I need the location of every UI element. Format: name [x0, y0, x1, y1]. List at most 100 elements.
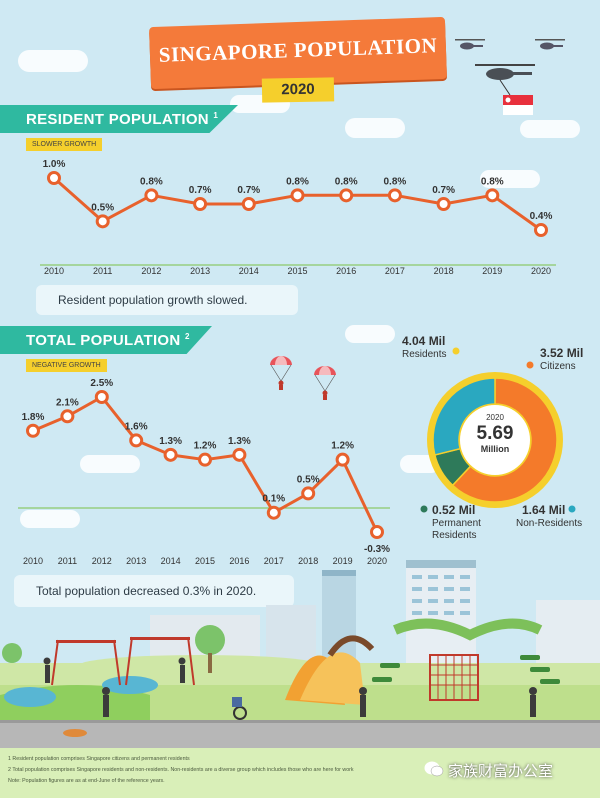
x-tick-label: 2012 [92, 556, 112, 566]
data-label: 1.2% [194, 441, 217, 452]
total-banner [0, 326, 212, 354]
permanent-residents-dot-icon [420, 505, 428, 513]
cloud [345, 118, 405, 138]
x-tick-label: 2019 [333, 556, 353, 566]
x-tick-label: 2013 [126, 556, 146, 566]
residents-dot-icon [452, 347, 460, 355]
footnote-2: 2 Total population comprises Singapore r… [8, 767, 354, 773]
total-heading: TOTAL POPULATION 2 [26, 332, 190, 349]
non-residents-slice [432, 377, 496, 456]
x-tick-label: 2011 [93, 266, 112, 276]
helicopter-flag-icon [475, 64, 535, 115]
data-point [266, 505, 281, 520]
year-badge: 2020 [261, 77, 335, 103]
permanent-residents-label-1: Permanent [432, 518, 481, 529]
data-label: 2.1% [56, 397, 79, 408]
footnote-1: 1 Resident population comprises Singapor… [8, 756, 190, 762]
data-label: 0.1% [262, 494, 285, 505]
donut-total: 5.69 [476, 423, 514, 444]
helicopter-icon [535, 39, 565, 50]
x-tick-label: 2018 [298, 556, 318, 566]
slower-growth-tag: SLOWER GROWTH [26, 138, 103, 151]
parachute-icon [314, 366, 336, 400]
x-tick-label: 2019 [482, 266, 502, 276]
data-label: 1.8% [22, 412, 45, 423]
permanent-residents-value: 0.52 Mil [432, 503, 476, 517]
data-label: 0.4% [530, 211, 553, 222]
data-label: 2.5% [90, 378, 113, 389]
watermark: 家族财富办公室 [448, 762, 554, 780]
resident-growth-chart: 1.0% 2010 0.5% 2011 0.8% 2012 0.7% 2013 0.7% 2014… [40, 159, 556, 276]
data-point [232, 447, 247, 462]
residents-value: 4.04 Mil [402, 334, 446, 348]
data-label: -0.3% [364, 544, 390, 555]
x-tick-label: 2018 [434, 266, 454, 276]
cloud [80, 455, 140, 473]
footnotes: 1 Resident population comprises Singapor… [0, 748, 600, 798]
data-point [290, 188, 305, 203]
resident-note: Resident population growth slowed. [36, 285, 298, 315]
citizens-slice [451, 377, 558, 503]
city-playground-illustration [0, 560, 600, 750]
data-point [47, 171, 61, 185]
footnote-note: Note: Population figures are as at end-J… [8, 778, 165, 784]
data-label: 0.7% [237, 185, 260, 196]
total-note: Total population decreased 0.3% in 2020. [14, 575, 294, 607]
data-label: 1.3% [159, 436, 182, 447]
donut-unit: Million [480, 444, 510, 454]
data-point [241, 197, 256, 211]
x-tick-label: 2017 [385, 266, 405, 276]
data-point [485, 188, 500, 203]
x-tick-label: 2014 [161, 556, 181, 566]
data-label: 0.8% [140, 176, 163, 187]
data-point [335, 452, 350, 467]
x-tick-label: 2010 [23, 556, 43, 566]
data-label: 0.7% [189, 185, 212, 196]
data-label: 1.3% [228, 436, 251, 447]
data-point [436, 197, 451, 211]
x-tick-label: 2016 [229, 556, 249, 566]
data-point [193, 197, 208, 211]
x-tick-label: 2011 [58, 556, 77, 566]
data-label: 1.6% [125, 421, 148, 432]
citizens-value: 3.52 Mil [540, 346, 584, 360]
data-point [301, 486, 316, 501]
cloud [520, 120, 580, 138]
x-tick-label: 2014 [239, 266, 259, 276]
data-point [60, 409, 75, 424]
data-point [144, 188, 159, 203]
permanent-residents-label-2: Residents [432, 530, 477, 541]
non-residents-dot-icon [568, 505, 576, 513]
total-growth-chart: 1.8% 2010 2.1% 2011 2.5% 2012 1.6% 2013 1.3% 2014… [18, 378, 390, 566]
resident-banner [0, 105, 238, 133]
x-tick-label: 2012 [141, 266, 161, 276]
data-label: 0.8% [384, 176, 407, 187]
resident-heading: RESIDENT POPULATION 1 [26, 111, 219, 128]
x-tick-label: 2010 [44, 266, 64, 276]
citizens-dot-icon [526, 361, 534, 369]
helicopter-icon [455, 39, 485, 50]
data-point [198, 452, 212, 467]
data-label: 0.5% [91, 202, 114, 213]
data-point [26, 423, 40, 438]
population-donut-chart [427, 372, 563, 508]
x-tick-label: 2015 [195, 556, 215, 566]
data-label: 0.8% [286, 176, 309, 187]
data-point [387, 188, 402, 203]
citizens-label: Citizens [540, 361, 576, 372]
donut-center [460, 405, 530, 475]
non-residents-label: Non-Residents [516, 518, 583, 529]
data-label: 0.8% [481, 176, 504, 187]
data-point [95, 214, 110, 229]
data-point [94, 390, 109, 404]
data-point [534, 223, 548, 237]
donut-year: 2020 [486, 413, 504, 422]
negative-growth-tag: NEGATIVE GROWTH [26, 359, 107, 372]
wechat-logo-icon [424, 761, 444, 777]
x-tick-label: 2020 [367, 556, 387, 566]
x-tick-label: 2013 [190, 266, 210, 276]
cloud [20, 510, 80, 528]
data-point [339, 188, 354, 203]
data-point [163, 447, 178, 462]
